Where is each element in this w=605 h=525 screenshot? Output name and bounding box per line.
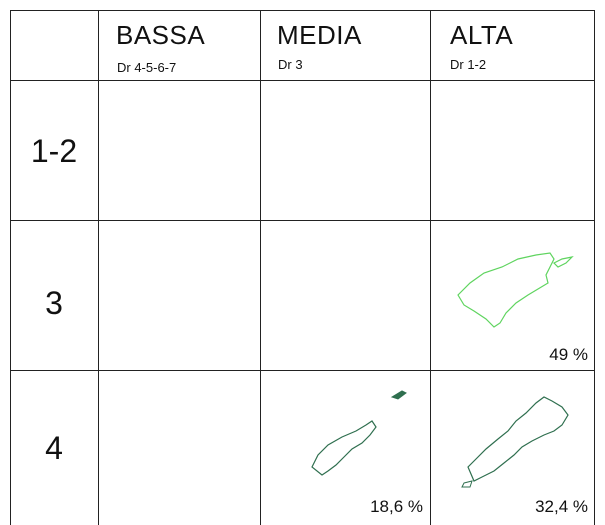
grid-line-header-bottom (10, 80, 595, 81)
map-outline-row4-media (311, 390, 407, 476)
map-outline-row3-alta (457, 252, 574, 328)
grid-line-top (10, 10, 595, 11)
row-label-3: 3 (45, 285, 63, 321)
grid-line-left (10, 10, 11, 525)
grid-line-row2-bottom (10, 370, 595, 371)
percentage-row4-alta: 32,4 % (535, 497, 588, 516)
percentage-row3-alta: 49 % (549, 345, 588, 364)
column-header-bassa: BASSA (116, 20, 206, 50)
grid-line-col3 (430, 10, 431, 525)
grid-line-right (594, 10, 595, 525)
row-label-4: 4 (45, 430, 63, 466)
row-label-1-2: 1-2 (30, 133, 78, 169)
grid-line-col2 (260, 10, 261, 525)
column-header-media: MEDIA (277, 20, 362, 50)
column-header-alta: ALTA (450, 20, 514, 50)
grid-line-col1 (98, 10, 99, 525)
column-subheader-alta: Dr 1-2 (450, 57, 487, 72)
column-subheader-media: Dr 3 (278, 57, 303, 72)
percentage-row4-media: 18,6 % (370, 497, 423, 516)
column-subheader-bassa: Dr 4-5-6-7 (117, 60, 177, 75)
grid-line-row1-bottom (10, 220, 595, 221)
map-outline-row4-alta (461, 396, 569, 488)
